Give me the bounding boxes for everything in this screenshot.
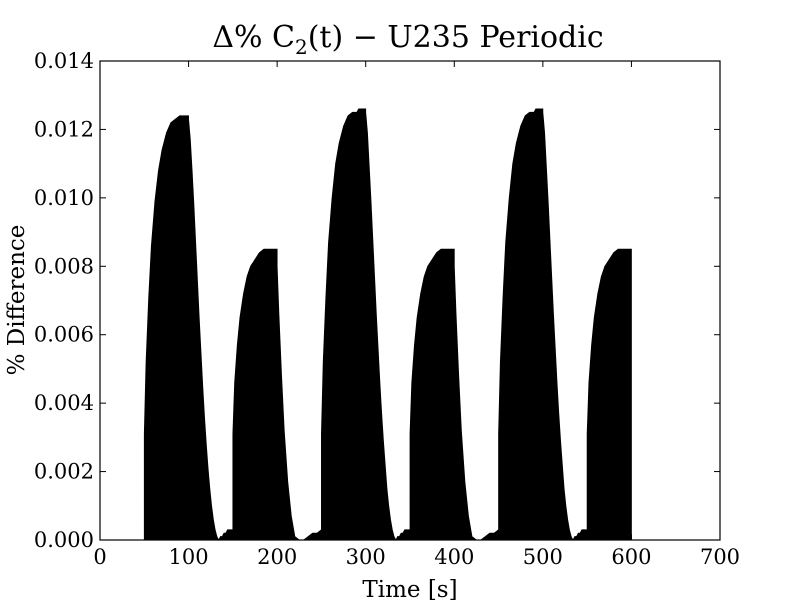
plot-frame xyxy=(99,60,721,541)
y-tick-label: 0.012 xyxy=(34,117,94,141)
plot-area xyxy=(99,60,721,541)
x-tick-label: 200 xyxy=(257,545,297,569)
x-tick-label: 0 xyxy=(93,545,106,569)
y-tick-label: 0.006 xyxy=(34,323,94,347)
chart-title-suffix: (t) − U235 Periodic xyxy=(308,20,604,55)
x-tick-label: 500 xyxy=(523,545,563,569)
x-axis-label: Time [s] xyxy=(362,577,457,600)
x-tick-label: 300 xyxy=(346,545,386,569)
chart-title: Δ% C2(t) − U235 Periodic xyxy=(212,20,603,59)
x-axis: 0 100 200 300 400 500 600 700 xyxy=(93,61,740,569)
y-tick-label: 0.014 xyxy=(34,49,94,73)
x-tick-label: 700 xyxy=(700,545,740,569)
chart-title-subscript: 2 xyxy=(295,35,308,59)
y-tick-label: 0.000 xyxy=(34,528,94,552)
y-tick-label: 0.002 xyxy=(34,460,94,484)
chart-title-prefix: Δ% C xyxy=(212,20,295,55)
y-tick-label: 0.010 xyxy=(34,186,94,210)
y-tick-label: 0.004 xyxy=(34,391,94,415)
x-tick-label: 400 xyxy=(434,545,474,569)
series-area xyxy=(100,108,720,541)
y-axis-label: % Difference xyxy=(4,225,30,376)
y-axis: 0.000 0.002 0.004 0.006 0.008 0.010 0.012 0.014 xyxy=(34,49,720,552)
x-tick-label: 600 xyxy=(611,545,651,569)
x-tick-label: 100 xyxy=(169,545,209,569)
y-tick-label: 0.008 xyxy=(34,254,94,278)
